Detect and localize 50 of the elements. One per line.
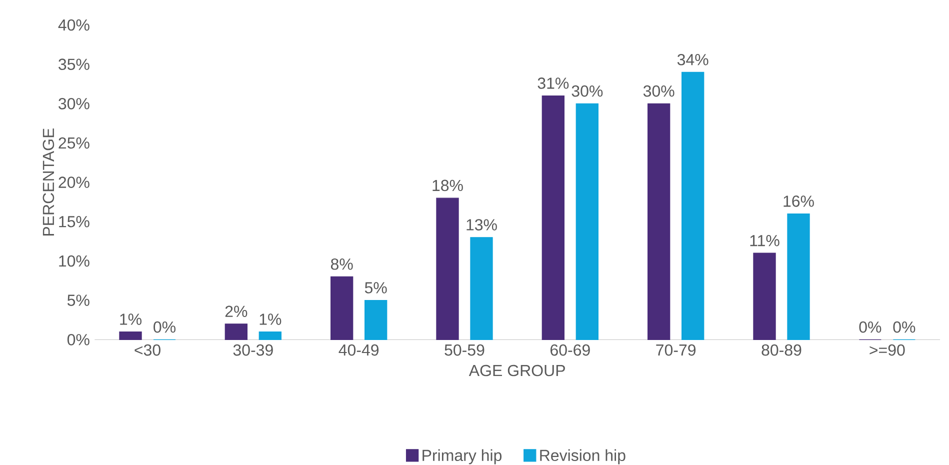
bar bbox=[648, 103, 670, 340]
data-label: 16% bbox=[784, 196, 814, 207]
bar bbox=[364, 300, 388, 340]
data-label: 13% bbox=[466, 219, 497, 230]
x-tick-label: 70-79 bbox=[656, 344, 696, 356]
y-tick-label: 0% bbox=[67, 334, 90, 346]
bar bbox=[470, 237, 493, 340]
data-label: 0% bbox=[154, 321, 176, 333]
x-tick-label: 30-39 bbox=[233, 344, 273, 356]
x-tick-label: 60-69 bbox=[550, 344, 590, 356]
data-label: 1% bbox=[120, 314, 142, 325]
bar bbox=[753, 252, 776, 340]
data-label: 0% bbox=[859, 321, 882, 333]
y-tick-label: 30% bbox=[58, 98, 90, 110]
x-tick-label: >=90 bbox=[870, 344, 905, 356]
y-tick-label: 35% bbox=[58, 58, 90, 70]
bar bbox=[787, 213, 810, 340]
bar bbox=[258, 331, 282, 340]
x-tick-label: 80-89 bbox=[762, 344, 802, 356]
data-label: 5% bbox=[364, 282, 387, 294]
legend-label: Primary hip bbox=[422, 449, 502, 464]
data-label: 31% bbox=[538, 78, 569, 89]
bar bbox=[436, 198, 459, 340]
y-tick-label: 15% bbox=[59, 216, 90, 228]
data-label: 34% bbox=[677, 54, 708, 66]
y-tick-label: 40% bbox=[58, 19, 90, 31]
bar bbox=[119, 331, 142, 340]
bar bbox=[330, 276, 354, 340]
data-label: 1% bbox=[260, 314, 282, 325]
bar bbox=[224, 324, 248, 340]
x-tick-label: 50-59 bbox=[444, 344, 484, 356]
y-tick-label: 25% bbox=[58, 137, 90, 149]
data-label: 8% bbox=[330, 258, 353, 270]
data-label: 0% bbox=[893, 321, 916, 333]
bar bbox=[542, 95, 565, 340]
data-label: 2% bbox=[225, 306, 248, 317]
bar bbox=[682, 72, 704, 340]
y-tick-label: 5% bbox=[67, 294, 90, 306]
y-axis-title: PERCENTAGE bbox=[42, 128, 54, 236]
x-axis-title: AGE GROUP bbox=[468, 364, 565, 376]
bar bbox=[576, 103, 599, 340]
x-tick-label: <30 bbox=[134, 344, 160, 356]
x-tick-label: 40-49 bbox=[338, 344, 379, 356]
data-label: 30% bbox=[572, 85, 603, 97]
legend-label: Revision hip bbox=[540, 449, 626, 464]
data-label: 30% bbox=[643, 85, 674, 97]
data-label: 18% bbox=[432, 180, 463, 192]
y-tick-label: 10% bbox=[59, 255, 90, 267]
y-tick-label: 20% bbox=[58, 176, 90, 188]
data-label: 11% bbox=[750, 235, 780, 246]
